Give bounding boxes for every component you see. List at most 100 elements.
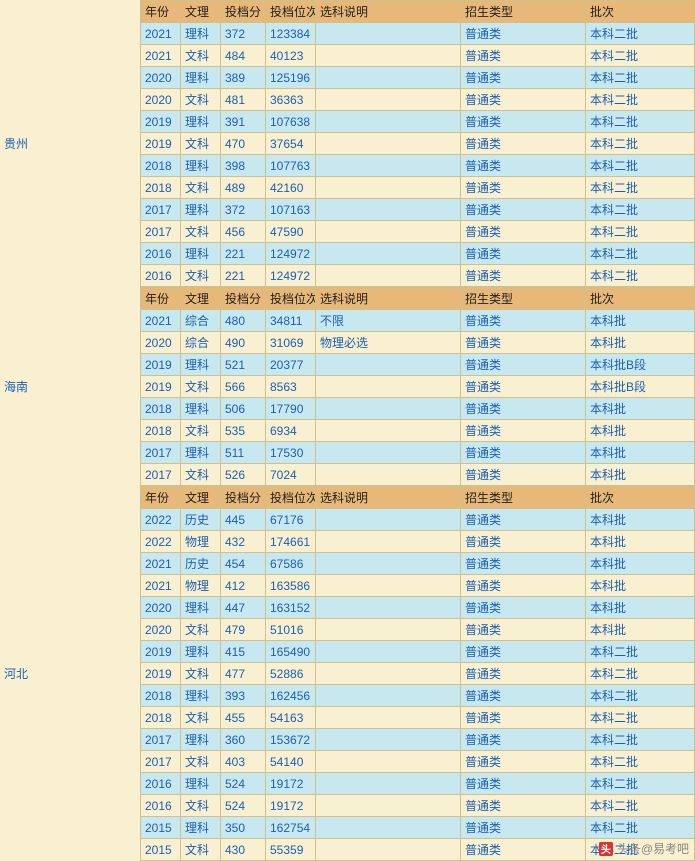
table-cell: 511 [221, 442, 266, 464]
table-cell: 文科 [181, 376, 221, 398]
table-cell: 2018 [141, 685, 181, 707]
table-cell: 17790 [266, 398, 316, 420]
region-label: 贵州 [0, 0, 140, 287]
table-cell: 107163 [266, 199, 316, 221]
table-cell: 2021 [141, 23, 181, 45]
table-cell: 普通类 [461, 707, 586, 729]
table-cell: 54140 [266, 751, 316, 773]
column-header: 批次 [586, 487, 695, 509]
column-header: 投档位次 [266, 1, 316, 23]
table-row: 2022历史44567176普通类本科批 [141, 509, 695, 531]
table-cell: 165490 [266, 641, 316, 663]
table-cell [316, 89, 461, 111]
table-cell: 479 [221, 619, 266, 641]
table-cell [316, 442, 461, 464]
table-cell [316, 354, 461, 376]
table-cell: 本科二批 [586, 641, 695, 663]
table-cell: 本科批 [586, 332, 695, 354]
table-cell: 2018 [141, 155, 181, 177]
table-row: 2017文科40354140普通类本科二批 [141, 751, 695, 773]
table-cell: 文科 [181, 619, 221, 641]
table-row: 2018文科5356934普通类本科批 [141, 420, 695, 442]
table-cell: 普通类 [461, 641, 586, 663]
table-cell: 2016 [141, 795, 181, 817]
table-cell [316, 729, 461, 751]
region-block: 河北年份文理投档分投档位次选科说明招生类型批次2022历史44567176普通类… [0, 486, 695, 861]
table-cell: 本科二批 [586, 685, 695, 707]
table-cell [316, 111, 461, 133]
column-header: 文理 [181, 1, 221, 23]
region-block: 海南年份文理投档分投档位次选科说明招生类型批次2021综合48034811不限普… [0, 287, 695, 486]
table-cell: 31069 [266, 332, 316, 354]
table-cell: 477 [221, 663, 266, 685]
table-cell: 123384 [266, 23, 316, 45]
table-cell: 理科 [181, 817, 221, 839]
toutiao-icon: 头 [599, 842, 613, 856]
table-row: 2020文科48136363普通类本科二批 [141, 89, 695, 111]
table-cell: 125196 [266, 67, 316, 89]
column-header: 文理 [181, 288, 221, 310]
table-row: 2020理科389125196普通类本科二批 [141, 67, 695, 89]
table-cell: 489 [221, 177, 266, 199]
table-cell: 普通类 [461, 795, 586, 817]
table-cell [316, 45, 461, 67]
table-cell: 文科 [181, 663, 221, 685]
table-cell: 447 [221, 597, 266, 619]
table-cell: 40123 [266, 45, 316, 67]
table-cell: 490 [221, 332, 266, 354]
column-header: 投档位次 [266, 487, 316, 509]
table-cell: 2021 [141, 575, 181, 597]
column-header: 选科说明 [316, 487, 461, 509]
table-cell: 2020 [141, 619, 181, 641]
score-table: 年份文理投档分投档位次选科说明招生类型批次2021理科372123384普通类本… [140, 0, 695, 287]
table-row: 2019文科47037654普通类本科二批 [141, 133, 695, 155]
table-cell: 普通类 [461, 773, 586, 795]
table-cell: 本科二批 [586, 265, 695, 287]
table-cell: 524 [221, 795, 266, 817]
table-cell: 历史 [181, 553, 221, 575]
table-cell: 2020 [141, 67, 181, 89]
table-cell: 普通类 [461, 464, 586, 486]
table-cell: 理科 [181, 685, 221, 707]
table-cell: 372 [221, 199, 266, 221]
table-row: 2021综合48034811不限普通类本科批 [141, 310, 695, 332]
table-cell: 本科二批 [586, 729, 695, 751]
table-cell: 普通类 [461, 597, 586, 619]
table-cell: 20377 [266, 354, 316, 376]
table-cell: 481 [221, 89, 266, 111]
table-cell: 2021 [141, 310, 181, 332]
score-table: 年份文理投档分投档位次选科说明招生类型批次2022历史44567176普通类本科… [140, 486, 695, 861]
table-cell: 2015 [141, 839, 181, 861]
table-cell: 2018 [141, 707, 181, 729]
table-row: 2017文科45647590普通类本科二批 [141, 221, 695, 243]
table-cell [316, 376, 461, 398]
column-header: 招生类型 [461, 1, 586, 23]
table-row: 2020理科447163152普通类本科批 [141, 597, 695, 619]
column-header: 选科说明 [316, 1, 461, 23]
table-row: 2022物理432174661普通类本科批 [141, 531, 695, 553]
table-cell: 2017 [141, 199, 181, 221]
table-cell: 历史 [181, 509, 221, 531]
table-cell: 432 [221, 531, 266, 553]
column-header: 招生类型 [461, 288, 586, 310]
table-cell: 文科 [181, 751, 221, 773]
region-block: 贵州年份文理投档分投档位次选科说明招生类型批次2021理科372123384普通… [0, 0, 695, 287]
table-cell: 普通类 [461, 619, 586, 641]
table-row: 2018理科393162456普通类本科二批 [141, 685, 695, 707]
table-row: 2021理科372123384普通类本科二批 [141, 23, 695, 45]
table-cell: 普通类 [461, 133, 586, 155]
table-cell [316, 795, 461, 817]
table-cell: 393 [221, 685, 266, 707]
table-cell: 360 [221, 729, 266, 751]
table-cell: 理科 [181, 199, 221, 221]
column-header: 文理 [181, 487, 221, 509]
table-cell: 本科二批 [586, 111, 695, 133]
table-cell: 物理必选 [316, 332, 461, 354]
table-cell: 521 [221, 354, 266, 376]
table-cell: 本科二批 [586, 243, 695, 265]
table-cell [316, 575, 461, 597]
column-header: 选科说明 [316, 288, 461, 310]
table-cell [316, 67, 461, 89]
table-cell: 2017 [141, 464, 181, 486]
table-cell: 480 [221, 310, 266, 332]
